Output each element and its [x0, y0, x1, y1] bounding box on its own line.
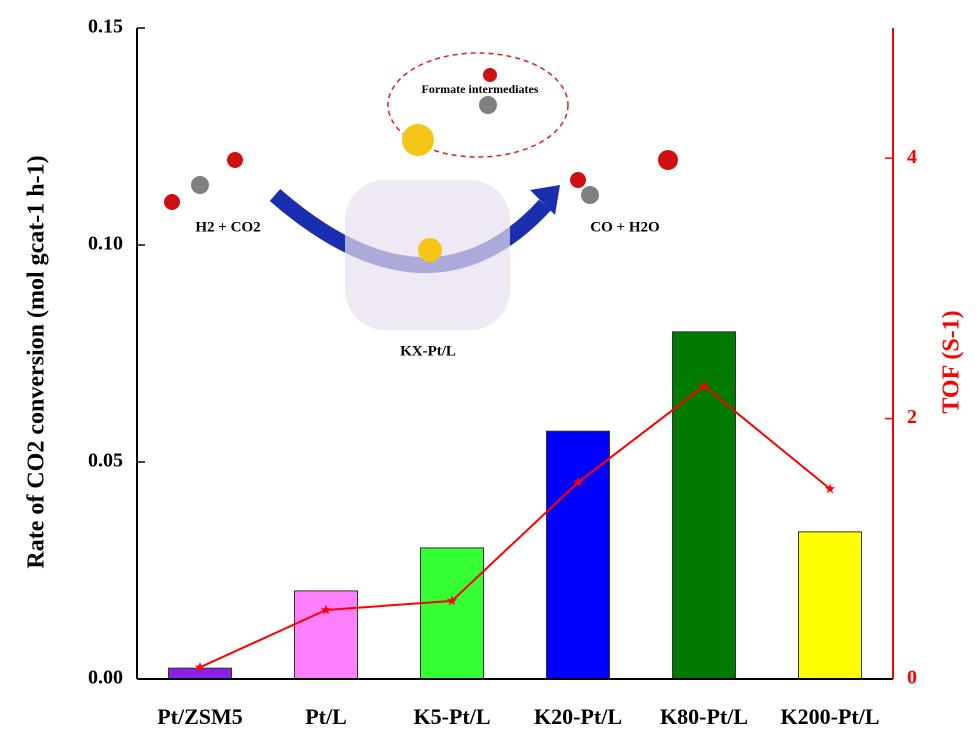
annotation: Formate intermediates: [422, 82, 539, 96]
inset-atom: [227, 152, 243, 168]
y2-tick-label: 0: [907, 667, 917, 689]
y-tick-label: 0.05: [88, 450, 123, 472]
bar: [672, 331, 736, 680]
annotation: H2 + CO2: [195, 219, 260, 235]
inset-atom: [479, 96, 497, 114]
line-marker: [194, 661, 206, 672]
bar: [294, 590, 358, 680]
y-tick-label: 0.10: [88, 233, 123, 255]
y2-tick-label: 2: [907, 406, 917, 428]
line-marker: [320, 604, 332, 615]
line-marker: [572, 476, 584, 487]
y-axis-label: Rate of CO2 conversion (mol gcat-1 h-1): [24, 155, 50, 568]
bar: [546, 430, 610, 680]
line: [199, 384, 831, 669]
annotation: KX-Pt/L: [400, 343, 456, 359]
bar: [420, 547, 484, 680]
inset-atom: [581, 186, 599, 204]
inset-illustration: Formate intermediates H2 + CO2 CO + H2O …: [164, 52, 678, 359]
inset-atom: [570, 172, 586, 188]
y-tick-label: 0.00: [88, 667, 123, 689]
inset-atom: [191, 176, 209, 194]
inset-atom: [418, 238, 442, 262]
x-tick-label: Pt/L: [305, 704, 347, 729]
line-marker: [698, 380, 710, 391]
bar: [798, 531, 862, 680]
line-marker: [824, 483, 836, 494]
line-marker: [446, 595, 458, 606]
inset-atom: [658, 150, 678, 170]
x-tick-label: K20-Pt/L: [534, 704, 622, 729]
inset-atom: [483, 68, 497, 82]
y2-axis-label: TOF (S-1): [939, 310, 965, 413]
inset-atom: [402, 124, 434, 156]
x-tick-label: K5-Pt/L: [414, 704, 491, 729]
x-tick-label: K200-Pt/L: [781, 704, 880, 729]
y-tick-label: 0.15: [88, 16, 123, 38]
x-tick-label: Pt/ZSM5: [157, 704, 243, 729]
inset-arrowhead: [530, 185, 560, 215]
inset-atom: [164, 194, 180, 210]
bar: [168, 667, 232, 680]
annotation: CO + H2O: [590, 219, 659, 235]
inset-ellipse: [387, 52, 569, 158]
y2-tick-label: 4: [907, 146, 917, 168]
x-tick-label: K80-Pt/L: [660, 704, 748, 729]
